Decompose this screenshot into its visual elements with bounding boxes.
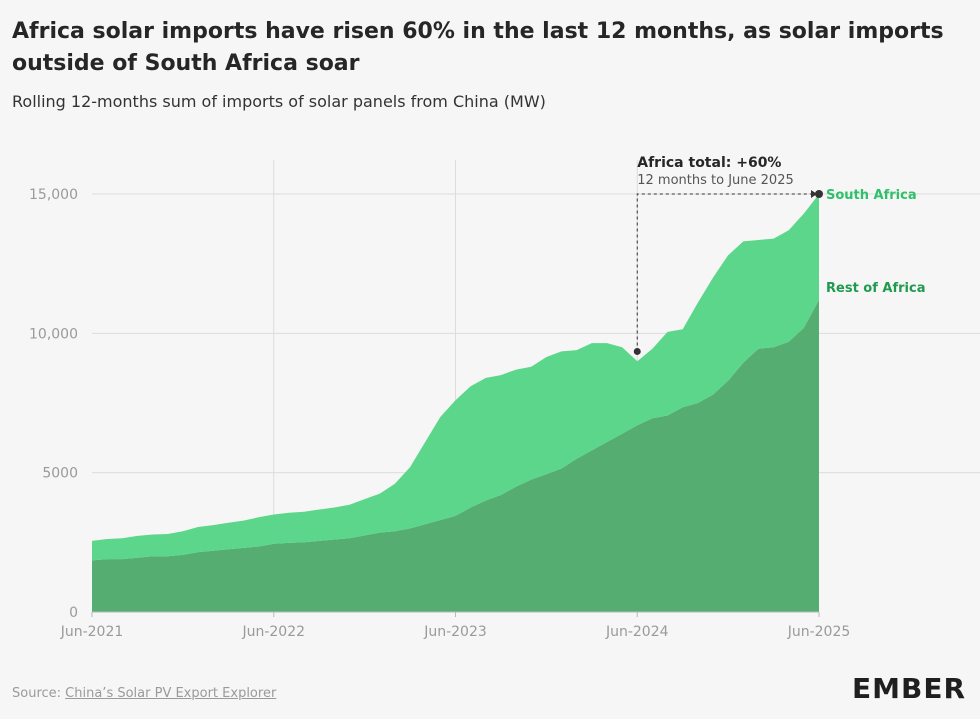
- series-label-rest-of-africa: Rest of Africa: [826, 281, 925, 296]
- series-label-south-africa: South Africa: [826, 188, 917, 203]
- x-tick-label: Jun-2023: [423, 624, 487, 640]
- area-south-africa: [92, 194, 819, 561]
- y-tick-label: 0: [69, 605, 78, 621]
- annotation-arrow: [811, 190, 817, 198]
- source-note: Source: China’s Solar PV Export Explorer: [12, 686, 276, 701]
- annotation-start-dot: [633, 347, 641, 355]
- area-series: [92, 194, 819, 612]
- y-tick-label: 10,000: [29, 326, 78, 342]
- source-link[interactable]: China’s Solar PV Export Explorer: [65, 686, 277, 701]
- x-axis: Jun-2021 Jun-2022 Jun-2023 Jun-2024 Jun-2025: [60, 611, 851, 640]
- x-tick-label: Jun-2024: [605, 624, 669, 640]
- y-axis-ticks: 0 5000 10,000 15,000: [29, 187, 78, 621]
- x-tick-label: Jun-2021: [60, 624, 124, 640]
- y-tick-label: 5000: [42, 466, 78, 482]
- annotation-title: Africa total: +60%: [637, 155, 781, 171]
- annotation-end-dot: [815, 190, 823, 198]
- y-tick-label: 15,000: [29, 187, 78, 203]
- x-tick-label: Jun-2025: [787, 624, 851, 640]
- chart-title: Africa solar imports have risen 60% in t…: [12, 19, 944, 76]
- source-prefix: Source:: [12, 686, 66, 701]
- ember-logo: EMBER: [852, 672, 967, 705]
- annotation: Africa total: +60% 12 months to June 2025: [633, 155, 823, 355]
- x-tick-label: Jun-2022: [241, 624, 305, 640]
- area-rest-of-africa: [92, 299, 819, 612]
- annotation-subtitle: 12 months to June 2025: [637, 173, 793, 188]
- chart-subtitle: Rolling 12-months sum of imports of sola…: [12, 92, 546, 111]
- series-labels: Rest of Africa South Africa: [826, 188, 925, 296]
- annotation-line: [636, 193, 813, 352]
